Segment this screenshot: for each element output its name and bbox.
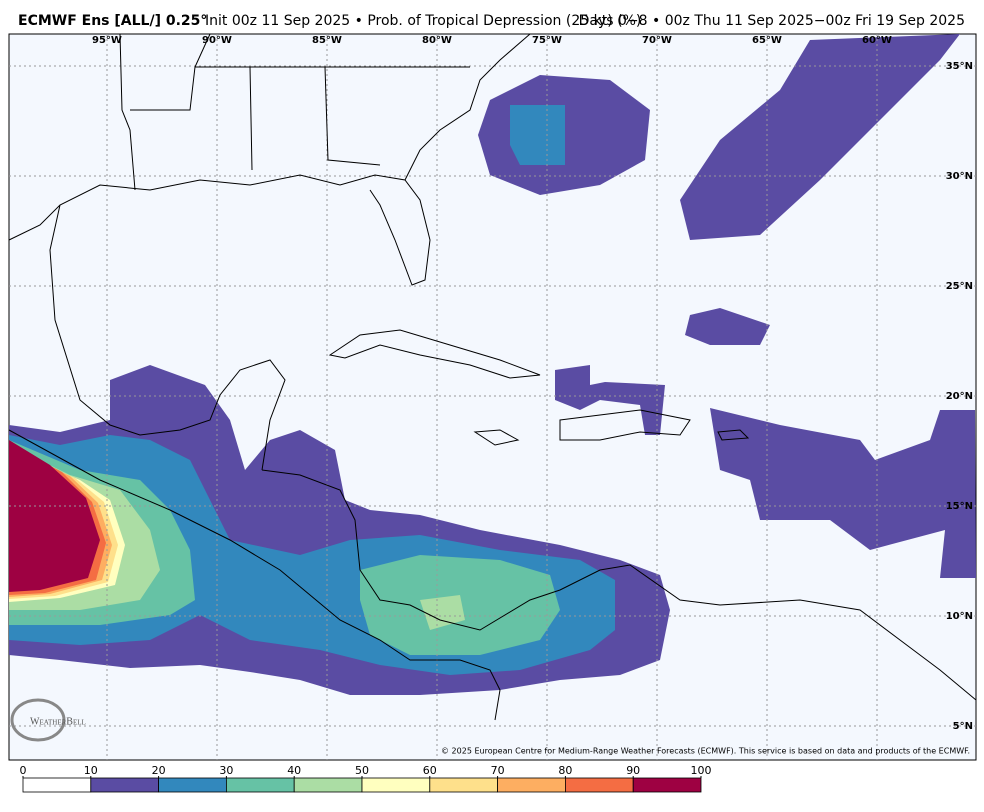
colorbar-tick-label: 0: [20, 764, 27, 777]
lon-label: 70°W: [642, 35, 672, 46]
colorbar-tick-label: 80: [558, 764, 572, 777]
lon-label: 80°W: [422, 35, 452, 46]
probability-region: [685, 308, 770, 345]
colorbar-bin: [632, 777, 702, 793]
colorbar-tick-label: 50: [355, 764, 369, 777]
lon-label: 60°W: [862, 35, 892, 46]
colorbar-tick-label: 70: [491, 764, 505, 777]
lat-label: 10°N: [946, 611, 973, 622]
colorbar-tick-label: 20: [152, 764, 166, 777]
lon-label: 90°W: [202, 35, 232, 46]
colorbar-bin: [565, 777, 634, 793]
title-valid: Days 0−8 • 00z Thu 11 Sep 2025−00z Fri 1…: [579, 13, 965, 29]
lat-label: 35°N: [946, 61, 973, 72]
lon-label: 95°W: [92, 35, 122, 46]
coastlines: [8, 33, 977, 721]
probability-region: [555, 365, 665, 435]
colorbar-tick-label: 40: [287, 764, 301, 777]
colorbar-tick-label: 60: [423, 764, 437, 777]
lat-label: 15°N: [946, 501, 973, 512]
lat-label: 20°N: [946, 391, 973, 402]
probability-region: [9, 440, 100, 592]
colorbar: 0 10 20 30 40 50 60 70 80 90 100: [20, 764, 712, 793]
colorbar-tick-label: 100: [691, 764, 712, 777]
colorbar-tick-label: 30: [219, 764, 233, 777]
colorbar-bin: [90, 777, 160, 793]
lat-label: 30°N: [946, 171, 973, 182]
logo: WeatherBell: [10, 698, 86, 742]
graticule: 95°W 90°W 85°W 80°W 75°W 70°W 65°W 60°W 35°N 30°N…: [9, 34, 976, 760]
colorbar-bin: [293, 777, 363, 793]
probability-region: [680, 34, 960, 240]
colorbar-bin: [361, 777, 431, 793]
colorbar-bin: [497, 777, 566, 793]
colorbar-bin: [158, 777, 227, 793]
colorbar-tick-label: 10: [84, 764, 98, 777]
lon-label: 75°W: [532, 35, 562, 46]
title-model: ECMWF Ens [ALL/] 0.25°: [18, 13, 207, 29]
copyright: © 2025 European Centre for Medium-Range …: [441, 747, 970, 756]
title-init: Init 00z 11 Sep 2025 • Prob. of Tropical…: [205, 13, 641, 29]
lon-label: 65°W: [752, 35, 782, 46]
probability-region: [510, 105, 565, 165]
colorbar-bin: [225, 777, 295, 793]
lat-label: 25°N: [946, 281, 973, 292]
logo-text: WeatherBell: [30, 716, 86, 727]
colorbar-bin: [22, 777, 92, 793]
colorbar-bin: [429, 777, 498, 793]
lat-label: 5°N: [953, 721, 973, 732]
probability-region: [420, 595, 465, 630]
probability-field: [9, 34, 976, 695]
colorbar-tick-label: 90: [626, 764, 640, 777]
probability-region: [710, 408, 976, 578]
lon-label: 85°W: [312, 35, 342, 46]
